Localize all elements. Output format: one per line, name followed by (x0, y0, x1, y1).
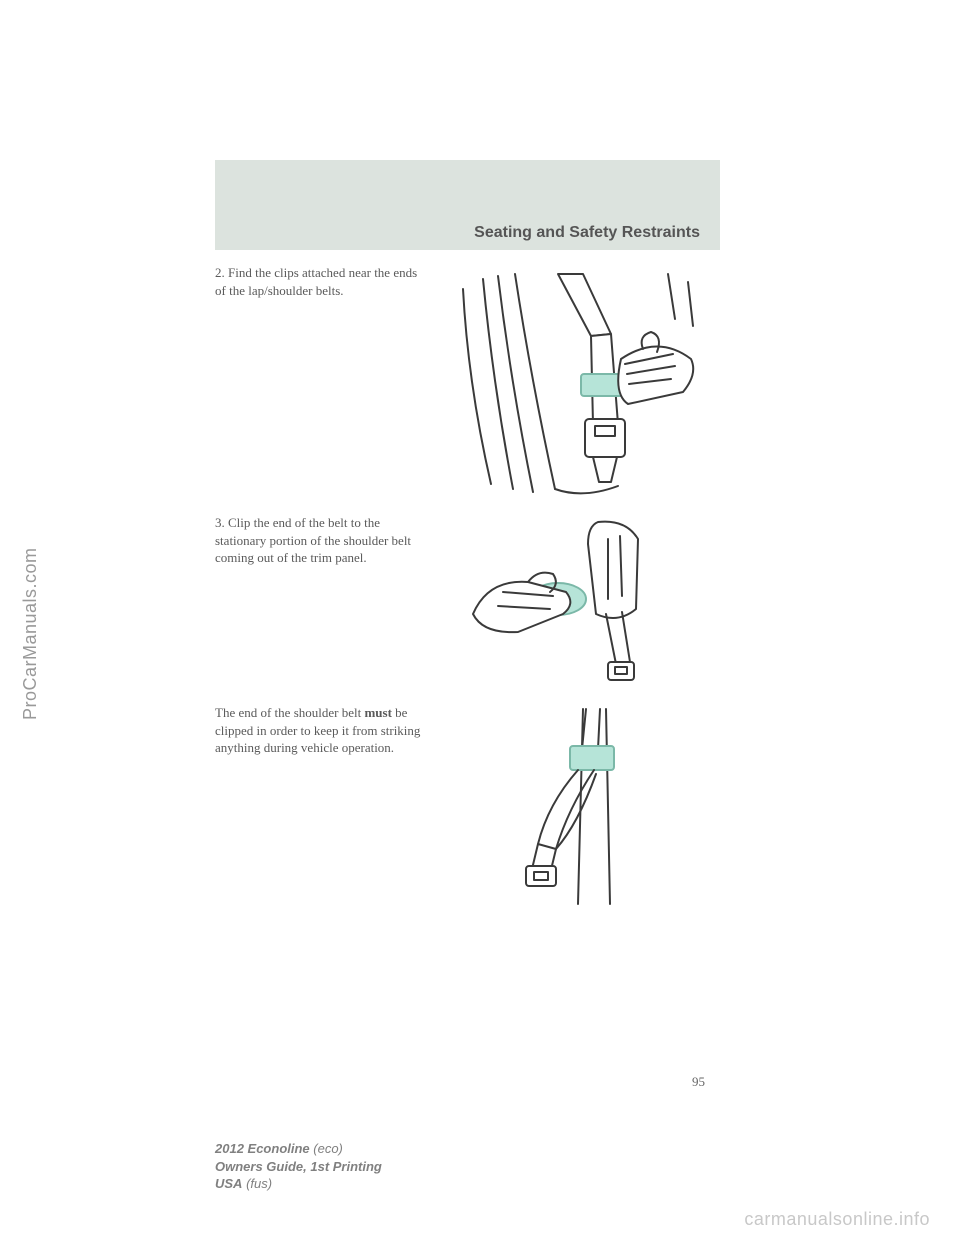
step-text: 2. Find the clips attached near the ends… (215, 264, 425, 504)
footer-line-3: USA (fus) (215, 1175, 382, 1193)
instruction-step: 2. Find the clips attached near the ends… (215, 264, 720, 504)
belt-clip-find-icon (443, 264, 713, 504)
footer-line-1: 2012 Econoline (eco) (215, 1140, 382, 1158)
footer-model: 2012 Econoline (215, 1141, 310, 1156)
instruction-step: 3. Clip the end of the belt to the stati… (215, 514, 720, 694)
belt-clip-attach-icon (458, 514, 698, 694)
step-figure (435, 704, 720, 914)
side-watermark: ProCarManuals.com (20, 547, 41, 720)
footer-region-code: (fus) (242, 1176, 272, 1191)
step-figure (435, 514, 720, 694)
belt-clipped-stowed-icon (478, 704, 678, 914)
page-number: 95 (692, 1074, 705, 1090)
footer-line-2: Owners Guide, 1st Printing (215, 1158, 382, 1176)
footer-model-code: (eco) (310, 1141, 343, 1156)
step-text: 3. Clip the end of the belt to the stati… (215, 514, 425, 694)
bottom-watermark: carmanualsonline.info (744, 1209, 930, 1230)
section-header-bar: Seating and Safety Restraints (215, 160, 720, 250)
page-container: Seating and Safety Restraints 2. Find th… (215, 160, 720, 1090)
footer-block: 2012 Econoline (eco) Owners Guide, 1st P… (215, 1140, 382, 1193)
step-text: The end of the shoulder belt must be cli… (215, 704, 425, 914)
footer-region: USA (215, 1176, 242, 1191)
section-header-title: Seating and Safety Restraints (474, 224, 700, 242)
instruction-step: The end of the shoulder belt must be cli… (215, 704, 720, 914)
content-body: 2. Find the clips attached near the ends… (215, 250, 720, 914)
step-figure (435, 264, 720, 504)
